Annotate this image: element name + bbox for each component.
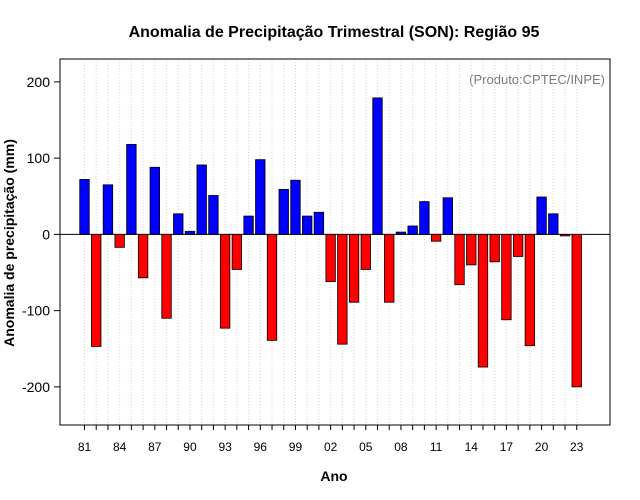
bar-2005 xyxy=(360,233,371,270)
x-tick-label: 23 xyxy=(570,440,584,454)
x-tick-label: 87 xyxy=(148,440,162,454)
bar-2017 xyxy=(501,233,512,321)
bar-2012 xyxy=(442,197,453,235)
bar-2011 xyxy=(430,233,442,242)
bar-1997 xyxy=(266,233,278,341)
bar-1984 xyxy=(114,233,125,248)
y-tick-label: 0 xyxy=(42,226,50,242)
bar-1989 xyxy=(173,213,184,235)
y-axis-label: Anomalia de precipitação (mm) xyxy=(1,139,17,347)
bar-1993 xyxy=(219,233,231,329)
product-credit: (Produto:CPTEC/INPE) xyxy=(469,72,605,87)
bar-2007 xyxy=(384,233,395,303)
bar-2002 xyxy=(325,233,336,283)
chart-title: Anomalia de Precipitação Trimestral (SON… xyxy=(129,24,540,41)
y-axis: -200 -100 0 100 200 xyxy=(22,74,60,395)
y-tick-label: 100 xyxy=(27,150,51,166)
bar-1998 xyxy=(278,188,289,235)
x-tick-label: 96 xyxy=(254,440,268,454)
bar-1992 xyxy=(208,195,219,235)
bar-1994 xyxy=(231,233,243,270)
bar-1988 xyxy=(161,233,172,319)
bar-1987 xyxy=(149,166,160,235)
bar-2010 xyxy=(419,201,430,235)
y-tick-label: -200 xyxy=(22,379,50,395)
bar-2014 xyxy=(466,233,477,266)
bar-2021 xyxy=(548,213,559,235)
x-axis-label: Ano xyxy=(320,468,347,484)
x-tick-label: 20 xyxy=(535,440,549,454)
bar-2023 xyxy=(571,233,582,388)
bar-2013 xyxy=(454,233,465,286)
bar-2000 xyxy=(302,215,313,235)
x-tick-label: 08 xyxy=(394,440,408,454)
x-tick-label: 84 xyxy=(113,440,127,454)
x-tick-label: 93 xyxy=(218,440,232,454)
bar-1999 xyxy=(290,179,301,235)
bar-1982 xyxy=(91,233,102,347)
bar-1983 xyxy=(102,184,114,235)
bar-2018 xyxy=(512,233,524,257)
bar-1996 xyxy=(255,159,266,235)
y-tick-label: -100 xyxy=(22,303,50,319)
x-tick-label: 02 xyxy=(324,440,338,454)
bar-2006 xyxy=(372,97,383,235)
bar-2015 xyxy=(477,233,489,368)
bar-2020 xyxy=(536,196,547,235)
x-tick-label: 90 xyxy=(183,440,197,454)
x-tick-label: 81 xyxy=(78,440,92,454)
plot-frame xyxy=(59,58,611,426)
bars xyxy=(79,97,582,388)
x-tick-label: 05 xyxy=(359,440,373,454)
bar-1995 xyxy=(243,215,254,235)
bar-2001 xyxy=(313,211,325,235)
y-tick-label: 200 xyxy=(27,74,51,90)
x-axis: 81 84 87 90 93 96 99 02 05 08 11 14 17 20 23 xyxy=(78,425,584,454)
x-tick-label: 14 xyxy=(465,440,479,454)
bar-1986 xyxy=(137,233,149,279)
bar-2003 xyxy=(337,233,348,345)
x-tick-label: 11 xyxy=(430,440,443,454)
x-tick-label: 17 xyxy=(500,440,514,454)
bar-2009 xyxy=(407,225,418,235)
bar-2004 xyxy=(348,233,360,303)
x-tick-label: 99 xyxy=(289,440,303,454)
bar-1981 xyxy=(79,179,90,235)
bar-2019 xyxy=(524,233,536,347)
bar-1985 xyxy=(126,143,137,235)
bar-1991 xyxy=(196,164,207,235)
bar-2016 xyxy=(489,233,500,263)
